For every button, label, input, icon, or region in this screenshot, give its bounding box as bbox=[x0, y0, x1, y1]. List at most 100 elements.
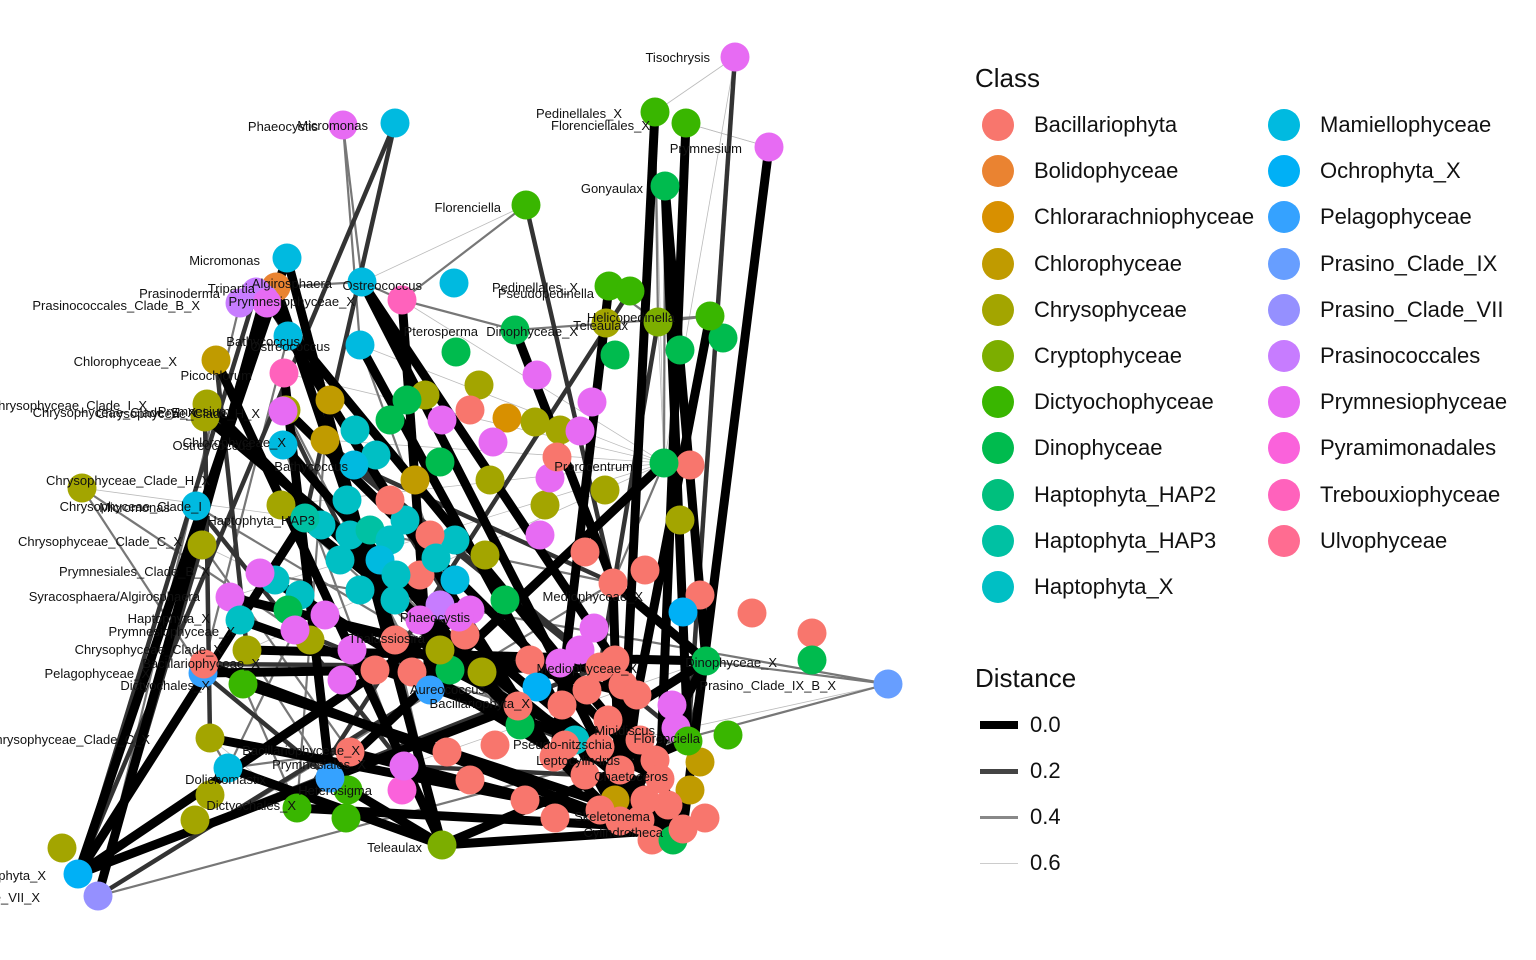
network-node bbox=[478, 427, 508, 457]
class-legend-item: Ochrophyta_X bbox=[1268, 151, 1461, 191]
node-label: Dinophyceae_X bbox=[486, 324, 578, 339]
network-node bbox=[464, 370, 494, 400]
class-color-key bbox=[982, 524, 1014, 557]
class-color-key bbox=[982, 247, 1014, 280]
network-node bbox=[691, 646, 721, 676]
network-node bbox=[427, 405, 457, 435]
node-label: Bacillariophyta_X bbox=[430, 696, 531, 711]
network-node bbox=[643, 307, 673, 337]
class-legend-item: Cryptophyceae bbox=[982, 336, 1182, 376]
node-label: Dictyochales_X bbox=[206, 798, 296, 813]
node-label: Prymnesium bbox=[670, 141, 742, 156]
network-node bbox=[675, 775, 705, 805]
node-label: Micromonas bbox=[297, 118, 368, 133]
class-legend-label: Mamiellophyceae bbox=[1320, 112, 1492, 137]
class-legend-item: Mamiellophyceae bbox=[1268, 105, 1491, 145]
network-node bbox=[675, 450, 705, 480]
node-label: Minidiscus bbox=[594, 723, 655, 738]
node-label: Pedinellales_X bbox=[492, 280, 578, 295]
class-legend-item: Haptophyta_HAP3 bbox=[982, 521, 1216, 561]
node-label: Chrysophyceae_Clade_I bbox=[60, 499, 202, 514]
class-legend-label: Bolidophyceae bbox=[1034, 158, 1179, 184]
network-node bbox=[565, 416, 595, 446]
class-legend-label: Ochrophyta_X bbox=[1320, 158, 1461, 184]
network-node bbox=[591, 308, 621, 338]
network-node bbox=[187, 530, 217, 560]
class-legend-label: Chrysophyceae bbox=[1034, 296, 1187, 322]
network-node bbox=[500, 315, 530, 345]
network-edge bbox=[81, 487, 204, 674]
node-label: Prasino_Clade_VII_X bbox=[0, 890, 40, 905]
node-label: Teleaulax bbox=[367, 840, 422, 855]
network-node bbox=[405, 605, 435, 635]
node-label: Pseudo-nitzschia bbox=[513, 737, 613, 752]
node-label: Tripartia bbox=[208, 281, 256, 296]
class-legend-item: Chrysophyceae bbox=[982, 290, 1187, 330]
class-color-key bbox=[982, 432, 1014, 465]
network-node bbox=[425, 635, 455, 665]
network-node bbox=[600, 340, 630, 370]
node-label: Prymnesiales_X bbox=[272, 757, 366, 772]
node-label: Picochlorum bbox=[180, 368, 252, 383]
class-legend-item: Dinophyceae bbox=[982, 428, 1162, 468]
network-node bbox=[708, 323, 738, 353]
network-node bbox=[189, 649, 219, 679]
node-label: Aureococcus bbox=[410, 682, 486, 697]
network-edge bbox=[341, 124, 362, 346]
network-node bbox=[754, 132, 784, 162]
network-edge bbox=[705, 659, 889, 686]
network-graph: Tisochrysis Pedinellales_X Florenciellales… bbox=[0, 42, 903, 911]
distance-line-key bbox=[980, 721, 1018, 729]
network-node bbox=[671, 108, 701, 138]
network-edge bbox=[93, 297, 269, 898]
class-legend-item: Prasino_Clade_VII bbox=[1268, 290, 1503, 330]
network-node bbox=[490, 585, 520, 615]
network-node bbox=[375, 485, 405, 515]
node-label: Pelagophyceae_X bbox=[44, 666, 150, 681]
class-legend-label: Pyramimonadales bbox=[1320, 435, 1497, 461]
class-color-key bbox=[1268, 201, 1300, 234]
network-node bbox=[268, 396, 298, 426]
node-label: Prymnesium bbox=[158, 404, 230, 419]
network-node bbox=[737, 598, 767, 628]
network-node bbox=[593, 705, 623, 735]
network-node bbox=[665, 505, 695, 535]
labeled-node-layer bbox=[63, 42, 903, 911]
network-node bbox=[181, 491, 211, 521]
node-label: Chaetoceros bbox=[594, 769, 668, 784]
class-legend-label: Pelagophyceae bbox=[1320, 204, 1472, 230]
class-legend-item: Bolidophyceae bbox=[982, 151, 1178, 191]
class-legend-item: Chlorarachniophyceae bbox=[982, 197, 1254, 237]
network-node bbox=[310, 600, 340, 630]
network-node bbox=[668, 597, 698, 627]
node-label: Cylindrotheca bbox=[584, 825, 664, 840]
class-color-key bbox=[1268, 293, 1300, 326]
class-legend-label: Cryptophyceae bbox=[1034, 343, 1182, 368]
network-node bbox=[387, 775, 417, 805]
network-node bbox=[400, 465, 430, 495]
network-edge bbox=[202, 335, 290, 665]
network-edge bbox=[361, 204, 527, 283]
class-color-key bbox=[1268, 478, 1300, 511]
network-node bbox=[873, 669, 903, 699]
class-legend-item: Pyramimonadales bbox=[1268, 428, 1496, 468]
network-node bbox=[622, 680, 652, 710]
network-node bbox=[315, 385, 345, 415]
distance-legend-label: 0.2 bbox=[1030, 758, 1061, 783]
class-legend-label: Haptophyta_X bbox=[1034, 574, 1174, 599]
node-label: Chrysophyceae_Clade_X bbox=[75, 642, 223, 657]
node-label: Prorocentrum bbox=[554, 459, 633, 474]
class-color-key bbox=[1268, 386, 1300, 419]
node-label: Leptocylindrus bbox=[536, 753, 620, 768]
class-legend-label: Prasino_Clade_IX bbox=[1320, 250, 1498, 276]
network-node bbox=[427, 830, 457, 860]
node-label: Dinophyceae_X bbox=[685, 655, 777, 670]
cluster-node-layer bbox=[47, 268, 827, 863]
network-node bbox=[570, 537, 600, 567]
network-node bbox=[272, 243, 302, 273]
class-color-key bbox=[1268, 155, 1300, 188]
network-edge bbox=[75, 122, 398, 875]
network-node bbox=[83, 881, 113, 911]
network-node bbox=[375, 405, 405, 435]
network-node bbox=[310, 425, 340, 455]
